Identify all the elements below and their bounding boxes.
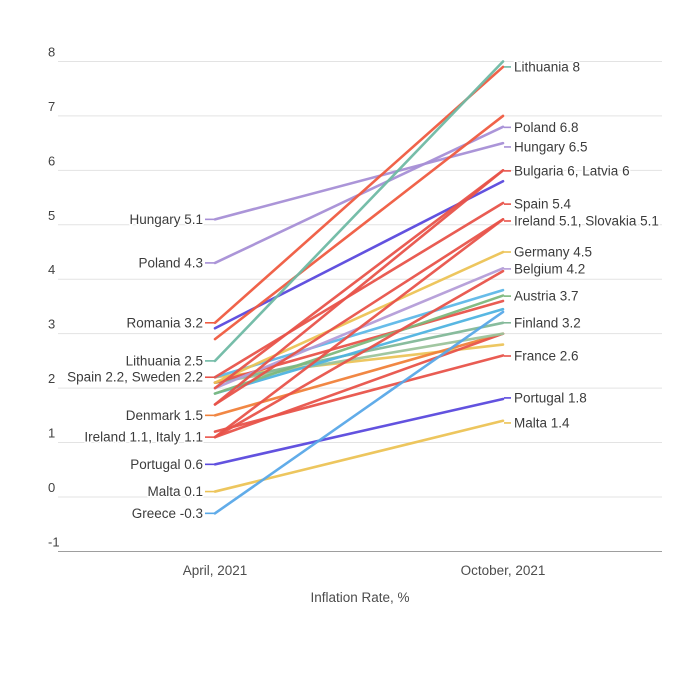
y-tick-label: -1 (48, 534, 60, 549)
y-tick-label: 0 (48, 480, 55, 495)
slope-line-hungary[interactable] (213, 141, 505, 221)
left-line-label: Lithuania 2.5 (126, 353, 203, 368)
x-axis-title: Inflation Rate, % (310, 590, 410, 605)
right-line-label: Ireland 5.1, Slovakia 5.1 (514, 213, 659, 228)
left-line-label: Romania 3.2 (126, 315, 203, 330)
y-tick-label: 1 (48, 426, 55, 441)
left-line-label: Malta 0.1 (147, 484, 203, 499)
slope-line-latvia[interactable] (213, 169, 505, 406)
slope-line-bulgaria[interactable] (213, 169, 505, 390)
left-line-label: Hungary 5.1 (129, 212, 203, 227)
left-line-label: Denmark 1.5 (126, 408, 203, 423)
right-line-label: Germany 4.5 (514, 245, 592, 260)
x-tick-april: April, 2021 (182, 563, 248, 578)
left-line-label: Portugal 0.6 (130, 457, 203, 472)
slope-line-germany[interactable] (213, 250, 505, 384)
y-tick-label: 8 (48, 44, 55, 59)
y-tick-label: 2 (48, 371, 55, 386)
slope-line-spain[interactable] (213, 201, 505, 379)
y-tick-label: 4 (48, 262, 55, 277)
slope-line-slovakia[interactable] (213, 218, 505, 406)
slope-line-lithuania[interactable] (213, 60, 505, 363)
left-line-label: Poland 4.3 (138, 255, 203, 270)
y-tick-label: 3 (48, 317, 55, 332)
slope-line-portugal[interactable] (213, 397, 505, 466)
right-line-label: Belgium 4.2 (514, 261, 585, 276)
left-line-label: Ireland 1.1, Italy 1.1 (84, 430, 203, 445)
right-line-label: Hungary 6.5 (514, 139, 588, 154)
right-line-label: Austria 3.7 (514, 289, 579, 304)
right-line-label: France 2.6 (514, 349, 579, 364)
right-line-label: Poland 6.8 (514, 120, 579, 135)
right-line-label: Lithuania 8 (514, 59, 580, 74)
slope-line-cyprus[interactable] (213, 269, 505, 439)
slope-line-italy[interactable] (213, 332, 505, 439)
slope-line-croatia[interactable] (213, 288, 505, 379)
slope-line-netherlands[interactable] (213, 307, 505, 395)
slope-line-estonia[interactable] (213, 114, 505, 341)
right-line-label: Finland 3.2 (514, 315, 581, 330)
slope-line-austria[interactable] (213, 294, 505, 395)
left-line-label: Greece -0.3 (132, 506, 203, 521)
left-line-label: Spain 2.2, Sweden 2.2 (67, 370, 203, 385)
slope-line-ireland[interactable] (213, 218, 505, 439)
slope-line-greece[interactable] (213, 310, 505, 515)
y-tick-label: 5 (48, 208, 55, 223)
y-tick-label: 7 (48, 99, 55, 114)
right-line-label: Malta 1.4 (514, 415, 570, 430)
right-line-label: Portugal 1.8 (514, 390, 587, 405)
right-line-label: Bulgaria 6, Latvia 6 (514, 163, 630, 178)
right-line-label: Spain 5.4 (514, 197, 572, 212)
y-tick-label: 6 (48, 153, 55, 168)
x-tick-october: October, 2021 (460, 563, 546, 578)
